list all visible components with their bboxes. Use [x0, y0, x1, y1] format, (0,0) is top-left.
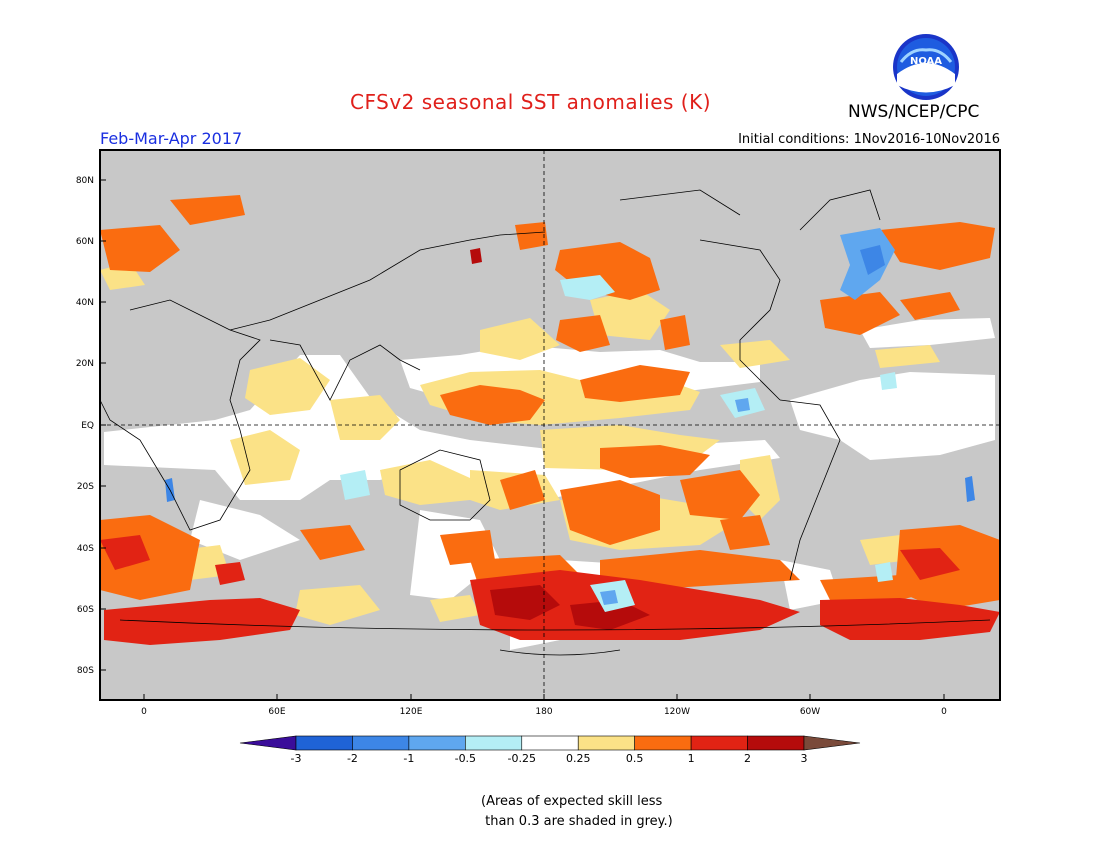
colorbar-label: 2 [744, 752, 751, 765]
initial-conditions-label: Initial conditions: 1Nov2016-10Nov2016 [738, 132, 1000, 147]
latitude-ticks: 80N 60N 40N 20N EQ 20S 40S 60S 80S [76, 176, 106, 676]
map-panel: 80N 60N 40N 20N EQ 20S 40S 60S 80S 0 60E 120E 180 12… [76, 149, 1001, 717]
colorbar-label: -2 [347, 752, 358, 765]
colorbar-segment [634, 735, 692, 751]
lon-tick-label: 0 [941, 707, 947, 717]
noaa-logo: NOAA [893, 34, 959, 100]
lat-tick-label: 80S [77, 666, 94, 676]
season-label: Feb-Mar-Apr 2017 [100, 129, 243, 148]
colorbar-segment [465, 735, 523, 751]
cold-anomaly-regions [165, 228, 975, 612]
lat-tick-label: 20S [77, 482, 94, 492]
lat-tick-label: 60S [77, 605, 94, 615]
colorbar-label: -0.5 [455, 752, 476, 765]
noaa-logo-text: NOAA [910, 56, 942, 67]
longitude-ticks: 0 60E 120E 180 120W 60W 0 [141, 694, 947, 717]
colorbar-low-extension [239, 735, 297, 751]
colorbar-label: -0.25 [508, 752, 536, 765]
colorbar-segment [747, 735, 805, 751]
lat-tick-label: 20N [76, 359, 94, 369]
lon-tick-label: 60E [268, 707, 285, 717]
colorbar-label: 0.5 [626, 752, 644, 765]
colorbar-segment [295, 735, 353, 751]
lon-tick-label: 180 [535, 707, 552, 717]
colorbar-segment [577, 735, 635, 751]
chart-title: CFSv2 seasonal SST anomalies (K) [350, 90, 711, 114]
lon-tick-label: 0 [141, 707, 147, 717]
colorbar-segment [690, 735, 748, 751]
lat-tick-label: 40N [76, 298, 94, 308]
very-strong-warm-anomaly-regions [470, 248, 650, 630]
colorbar-label: 0.25 [566, 752, 591, 765]
lat-tick-label: 40S [77, 544, 94, 554]
colorbar-segment [521, 735, 579, 751]
lat-tick-label: 60N [76, 237, 94, 247]
lon-tick-label: 120E [400, 707, 423, 717]
continent-outlines [99, 189, 991, 656]
lat-tick-label: 80N [76, 176, 94, 186]
lat-tick-label: EQ [81, 421, 94, 431]
lon-tick-label: 120W [664, 707, 690, 717]
colorbar-segment [408, 735, 466, 751]
moderate-warm-anomaly-regions [100, 195, 1000, 610]
agency-label: NWS/NCEP/CPC [848, 102, 980, 122]
colorbar-segment [352, 735, 410, 751]
colorbar-label: -1 [403, 752, 414, 765]
colorbar-label: 1 [688, 752, 695, 765]
colorbar: -3 -2 -1 -0.5 -0.25 0.25 0.5 1 2 3 [239, 735, 861, 765]
colorbar-high-extension [803, 735, 861, 751]
grey-shading-footnote: (Areas of expected skill less than 0.3 a… [481, 794, 673, 829]
lon-tick-label: 60W [800, 707, 820, 717]
colorbar-label: 3 [801, 752, 808, 765]
colorbar-label: -3 [291, 752, 302, 765]
